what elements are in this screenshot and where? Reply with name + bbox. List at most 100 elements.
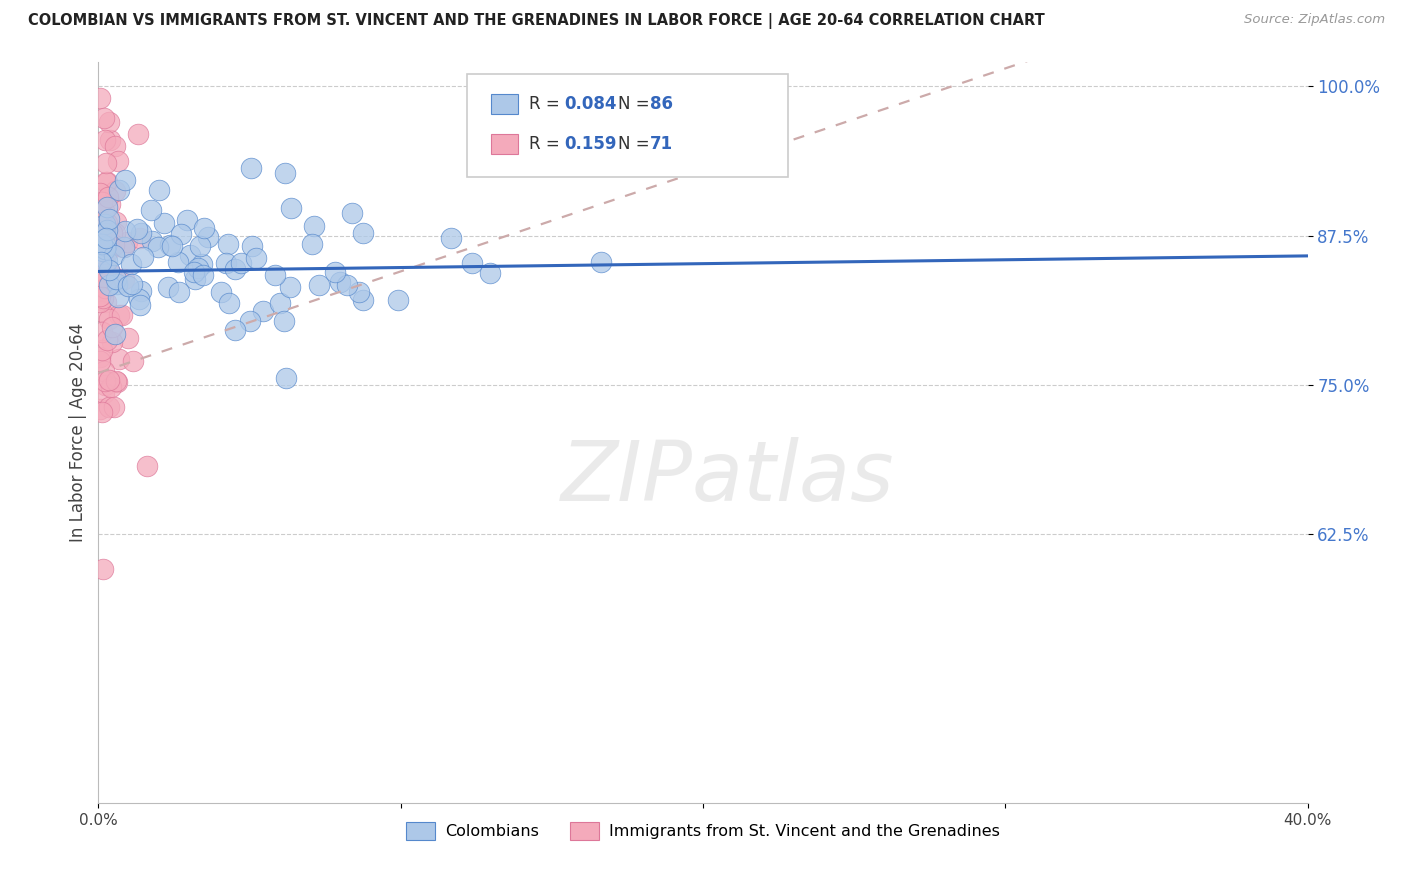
Point [108,352,131,367]
Point [91,247,114,261]
Point [352,226,374,240]
Text: N =: N = [619,135,655,153]
Point [104,215,127,229]
Point [94,217,117,231]
Text: 71: 71 [650,135,673,153]
Point [89,252,111,266]
Point [89,401,111,416]
Text: R =: R = [529,135,565,153]
Point [479,266,502,280]
Point [100,380,122,394]
Text: N =: N = [619,95,655,113]
Point [239,314,262,328]
Point [101,319,124,334]
Point [93,203,115,218]
Point [224,262,246,277]
Point [218,296,240,310]
Point [159,238,181,252]
Point [127,127,149,141]
Point [103,238,125,252]
Point [197,230,219,244]
Point [104,327,127,342]
Point [280,202,302,216]
Point [89,268,111,282]
Point [90,254,112,268]
Point [89,295,111,310]
Point [240,161,263,176]
Point [193,221,215,235]
Point [105,374,128,388]
Point [91,562,114,576]
Point [280,279,302,293]
Point [91,269,114,284]
Point [191,268,214,282]
Point [169,227,191,241]
FancyBboxPatch shape [467,73,787,178]
Point [148,184,170,198]
Point [240,239,263,253]
Point [273,314,295,328]
Point [91,325,114,339]
Point [302,219,325,234]
Point [115,235,138,250]
Point [89,350,111,364]
Point [111,308,134,322]
Text: Source: ZipAtlas.com: Source: ZipAtlas.com [1244,13,1385,27]
Point [153,216,176,230]
Point [94,227,117,241]
Text: ZIPatlas: ZIPatlas [561,436,894,517]
Point [97,190,120,204]
Point [183,265,205,279]
Point [120,257,142,271]
Point [103,400,125,414]
Point [105,277,128,291]
Point [96,175,118,189]
Point [274,166,297,180]
Point [104,272,127,286]
Point [184,271,207,285]
Text: R =: R = [529,95,565,113]
Point [91,236,114,251]
Point [97,115,120,129]
Point [231,256,253,270]
Point [94,175,117,189]
Point [336,278,359,293]
Point [96,216,118,230]
Point [90,303,112,318]
Point [96,254,118,268]
Point [269,296,291,310]
Point [188,238,211,252]
Point [94,374,117,388]
Point [301,236,323,251]
Point [167,255,190,269]
Point [100,226,122,240]
Point [117,331,139,345]
Point [89,288,111,302]
Point [94,156,117,170]
Point [93,364,115,378]
Point [96,200,118,214]
Point [121,277,143,291]
Point [460,256,482,270]
Point [89,246,111,260]
Point [91,291,114,305]
Point [323,265,346,279]
Point [91,343,114,358]
Point [89,186,111,200]
Point [93,133,115,147]
Point [169,285,191,299]
Point [252,304,274,318]
Point [112,240,135,254]
Point [128,292,150,306]
Point [91,244,114,259]
Point [93,111,115,125]
Point [108,308,131,322]
Point [112,240,135,254]
Point [117,279,139,293]
Point [97,263,120,277]
Point [96,230,118,244]
Point [94,281,117,295]
Point [352,293,374,307]
Point [98,196,121,211]
Point [191,257,214,271]
